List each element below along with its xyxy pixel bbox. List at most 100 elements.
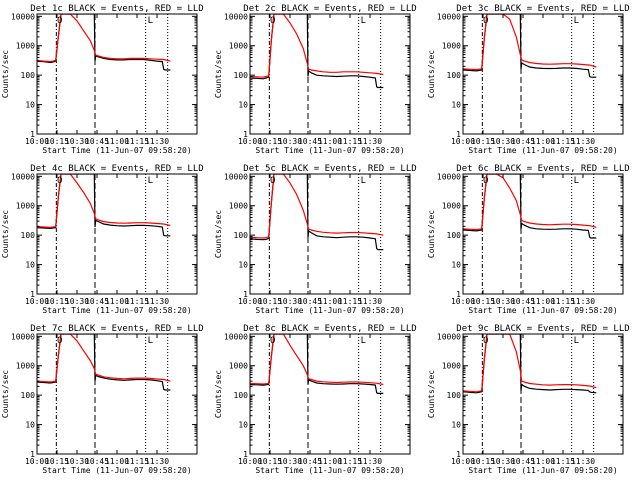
- plot-frame: [36, 13, 198, 135]
- y-tick-label: 100: [21, 71, 36, 80]
- x-tick-label: 10:15: [45, 297, 69, 306]
- series-line-lld: [250, 14, 384, 78]
- y-tick-label: 1: [30, 130, 35, 139]
- plot-frame: [462, 333, 624, 455]
- x-tick-label: 10:00: [25, 297, 49, 306]
- y-tick-label: 1: [30, 290, 35, 299]
- series-line-lld: [37, 14, 171, 63]
- y-tick-label: 1: [243, 290, 248, 299]
- plot-frame: [462, 173, 624, 295]
- y-tick-label: 1000: [442, 42, 461, 51]
- flag-label: L: [148, 176, 153, 186]
- y-tick-label: 10000: [224, 12, 248, 21]
- x-axis-label: Start Time (11-Jun-07 09:58:20): [42, 146, 191, 155]
- x-tick-label: 11:00: [105, 297, 129, 306]
- flag-label: L: [574, 16, 579, 26]
- y-tick-label: 1: [243, 450, 248, 459]
- x-tick-label: 10:15: [471, 297, 495, 306]
- y-tick-label: 1000: [229, 42, 248, 51]
- y-tick-label: 1: [456, 290, 461, 299]
- y-axis-label: Counts/sec: [214, 50, 223, 98]
- series-line-lld: [250, 334, 384, 386]
- x-tick-label: 11:30: [571, 297, 595, 306]
- plot-frame: [462, 13, 624, 135]
- y-tick-label: 10: [451, 261, 461, 270]
- y-tick-label: 10: [25, 101, 35, 110]
- series-line-lld: [463, 14, 597, 71]
- x-axis-label: Start Time (11-Jun-07 09:58:20): [42, 466, 191, 475]
- flag-label: O: [270, 176, 275, 186]
- y-tick-label: 10000: [11, 332, 35, 341]
- y-tick-label: 10: [238, 421, 248, 430]
- y-tick-label: 1: [456, 450, 461, 459]
- x-tick-label: 10:15: [45, 457, 69, 466]
- flag-label: O: [57, 336, 62, 346]
- flag-label: L: [148, 16, 153, 26]
- y-tick-label: 1: [456, 130, 461, 139]
- x-tick-label: 10:45: [511, 297, 535, 306]
- x-tick-label: 11:00: [318, 297, 342, 306]
- x-tick-label: 11:15: [338, 457, 362, 466]
- x-tick-label: 10:00: [238, 297, 262, 306]
- x-tick-label: 11:30: [358, 137, 382, 146]
- x-axis-label: Start Time (11-Jun-07 09:58:20): [42, 306, 191, 315]
- x-tick-label: 11:15: [338, 297, 362, 306]
- flag-label: O: [483, 16, 488, 26]
- y-tick-label: 10000: [437, 332, 461, 341]
- plot-frame: [36, 173, 198, 295]
- y-tick-label: 10000: [224, 172, 248, 181]
- x-tick-label: 10:30: [491, 137, 515, 146]
- x-tick-label: 10:45: [85, 297, 109, 306]
- y-tick-label: 1000: [229, 362, 248, 371]
- x-tick-label: 10:30: [491, 297, 515, 306]
- x-tick-label: 11:30: [571, 137, 595, 146]
- chart-title: Det 8c BLACK = Events, RED = LLD: [243, 324, 416, 334]
- x-tick-label: 11:30: [145, 297, 169, 306]
- y-axis-label: Counts/sec: [427, 50, 436, 98]
- flag-label: O: [57, 16, 62, 26]
- y-tick-label: 1000: [229, 202, 248, 211]
- flag-label: L: [361, 176, 366, 186]
- y-tick-label: 10: [238, 261, 248, 270]
- x-tick-label: 10:45: [85, 137, 109, 146]
- flag-label: L: [574, 176, 579, 186]
- flag-label: L: [574, 336, 579, 346]
- chart-title: Det 7c BLACK = Events, RED = LLD: [30, 324, 203, 334]
- chart-title: Det 3c BLACK = Events, RED = LLD: [456, 4, 629, 14]
- x-tick-label: 10:00: [451, 457, 475, 466]
- x-tick-label: 10:30: [278, 297, 302, 306]
- flag-label: O: [483, 336, 488, 346]
- plot-frame: [249, 13, 411, 135]
- y-axis-label: Counts/sec: [214, 370, 223, 418]
- y-tick-label: 10: [25, 261, 35, 270]
- x-axis-label: Start Time (11-Jun-07 09:58:20): [255, 306, 404, 315]
- x-tick-label: 10:45: [511, 137, 535, 146]
- x-tick-label: 10:00: [25, 137, 49, 146]
- y-tick-label: 1: [30, 450, 35, 459]
- flag-label: L: [361, 16, 366, 26]
- y-tick-label: 1000: [16, 42, 35, 51]
- y-tick-label: 1000: [442, 202, 461, 211]
- chart-title: Det 4c BLACK = Events, RED = LLD: [30, 164, 203, 174]
- y-tick-label: 10: [451, 101, 461, 110]
- series-line-lld: [37, 174, 171, 228]
- x-tick-label: 10:45: [298, 137, 322, 146]
- x-tick-label: 11:15: [125, 297, 149, 306]
- x-tick-label: 10:15: [258, 457, 282, 466]
- x-tick-label: 11:30: [358, 457, 382, 466]
- y-tick-label: 100: [21, 391, 36, 400]
- x-tick-label: 10:15: [45, 137, 69, 146]
- x-tick-label: 10:00: [451, 137, 475, 146]
- y-tick-label: 100: [447, 231, 462, 240]
- x-axis-label: Start Time (11-Jun-07 09:58:20): [468, 306, 617, 315]
- y-tick-label: 10: [451, 421, 461, 430]
